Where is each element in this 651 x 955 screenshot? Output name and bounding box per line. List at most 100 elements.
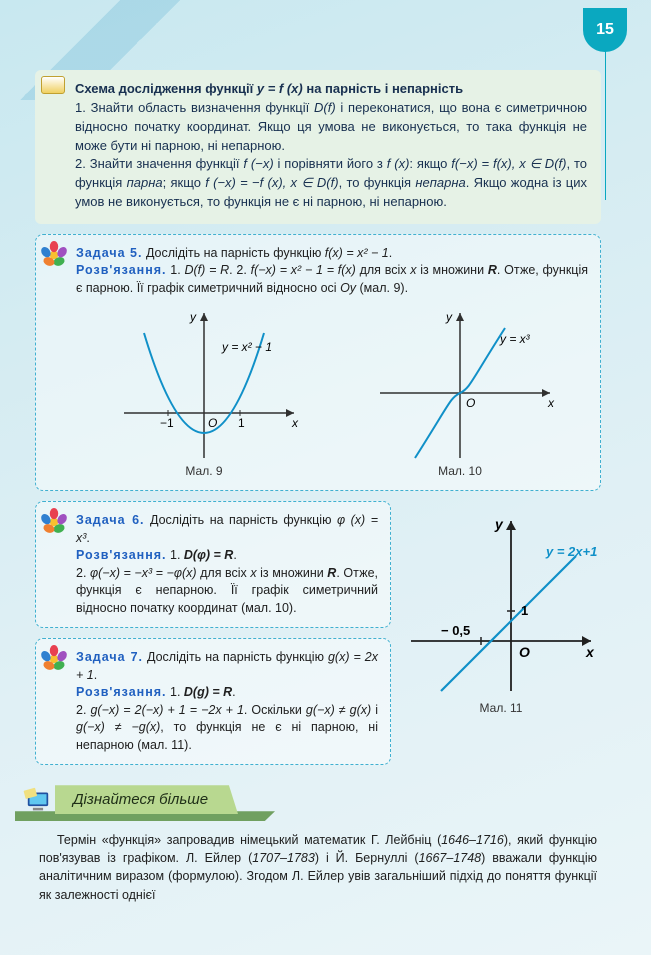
sol-label: Розв'язання.	[76, 548, 167, 562]
scheme-box: Схема дослідження функції y = f (x) на п…	[35, 70, 601, 224]
t: f(−x) = x² − 1 = f(x)	[251, 263, 356, 277]
t: (мал. 9).	[356, 281, 408, 295]
graph9-caption: Мал. 9	[104, 463, 304, 480]
svg-text:x: x	[291, 416, 299, 430]
sol-label: Розв'язання.	[76, 685, 167, 699]
task-6: Задача 6. Дослідіть на парність функцію …	[35, 501, 391, 628]
task7-text: Задача 7. Дослідіть на парність функцію …	[76, 649, 378, 684]
tasks-6-7-col: Задача 6. Дослідіть на парність функцію …	[35, 491, 391, 765]
svg-text:y: y	[445, 310, 453, 324]
tasks-6-7-row: Задача 6. Дослідіть на парність функцію …	[35, 491, 601, 765]
task-5: Задача 5. Дослідіть на парність функцію …	[35, 234, 601, 491]
t: 1707–1783	[252, 851, 315, 865]
decor-thread	[605, 50, 606, 200]
flower-icon	[40, 508, 68, 536]
scheme-title-formula: y = f (x)	[257, 81, 303, 96]
task-7: Задача 7. Дослідіть на парність функцію …	[35, 638, 391, 765]
t: Дослідіть на парність функцію	[145, 513, 337, 527]
t: f (−x) = −f (x), x ∈ D(f)	[205, 175, 338, 190]
t: D(f) = R	[184, 263, 229, 277]
task6-solution: Розв'язання. 1. D(φ) = R. 2. φ(−x) = −x³…	[76, 547, 378, 617]
svg-text:x: x	[585, 644, 595, 660]
lm-tab: Дізнайтеся більше	[55, 785, 238, 814]
svg-text:y: y	[494, 516, 504, 532]
graph10-label: y = x³	[499, 332, 531, 346]
graphs-row: x y O −1 1 y = x² − 1 Мал. 9	[76, 303, 588, 480]
learn-more-heading: Дізнайтеся більше	[15, 785, 601, 821]
t: . 2.	[229, 263, 250, 277]
svg-text:O: O	[466, 396, 475, 410]
t: .	[94, 668, 97, 682]
t: 1667–1748	[419, 851, 482, 865]
scheme-title-pre: Схема дослідження функції	[75, 81, 257, 96]
t: f (−x)	[243, 156, 273, 171]
t: Oy	[340, 281, 356, 295]
t: g(−x) ≠ −g(x)	[76, 720, 160, 734]
t: 1. Знайти область визначення функції	[75, 100, 314, 115]
t: парна	[127, 175, 163, 190]
graph10-caption: Мал. 10	[360, 463, 560, 480]
t: . Оскільки	[244, 703, 306, 717]
learn-more-label: Дізнайтеся більше	[73, 791, 208, 808]
task5-text: Задача 5. Дослідіть на парність функцію …	[76, 245, 588, 263]
t: ; якщо	[163, 175, 206, 190]
t: непарна	[415, 175, 465, 190]
t: 1.	[167, 548, 184, 562]
t: R	[488, 263, 497, 277]
t: 2.	[76, 703, 90, 717]
t: 1.	[167, 263, 185, 277]
scheme-line2: 2. Знайти значення функції f (−x) і порі…	[75, 155, 587, 212]
t: .	[86, 531, 89, 545]
graph-10: x y O y = x³ Мал. 10	[360, 303, 560, 480]
page-number: 15	[596, 21, 614, 39]
g11-xlabel: − 0,5	[441, 623, 470, 638]
t: f (x)	[387, 156, 410, 171]
t: Дослідіть на парність функцію	[143, 650, 328, 664]
label: Задача 7.	[76, 650, 143, 664]
graph-11: x y O y = 2x+1 1 − 0,5 Мал. 11	[401, 511, 601, 715]
g11-ymark: 1	[521, 603, 528, 618]
t: D(f)	[314, 100, 336, 115]
page-number-badge: 15	[583, 8, 627, 52]
t: D(g) = R	[184, 685, 232, 699]
t: 2. Знайти значення функції	[75, 156, 243, 171]
t: .	[232, 685, 235, 699]
t: .	[233, 548, 236, 562]
t: R	[327, 566, 336, 580]
t: g(−x) = 2(−x) + 1 = −2x + 1	[90, 703, 243, 717]
t: із множини	[417, 263, 488, 277]
t: D(φ) = R	[184, 548, 233, 562]
task6-text: Задача 6. Дослідіть на парність функцію …	[76, 512, 378, 547]
t: .	[389, 246, 392, 260]
t: f(x) = x² − 1	[325, 246, 389, 260]
bottom-paragraph: Термін «функція» запровадив німецький ма…	[35, 831, 601, 904]
flower-icon	[40, 645, 68, 673]
svg-text:y: y	[189, 310, 197, 324]
t: f(−x) = f(x), x ∈ D(f)	[451, 156, 566, 171]
t: 1.	[167, 685, 184, 699]
usb-icon	[41, 76, 65, 94]
t: , то функція	[339, 175, 416, 190]
svg-text:−1: −1	[160, 416, 174, 430]
sol-label: Розв'язання.	[76, 263, 167, 277]
graph11-caption: Мал. 11	[401, 701, 601, 715]
t: : якщо	[409, 156, 451, 171]
task5-label: Задача 5.	[76, 246, 142, 260]
task5-solution: Розв'язання. 1. D(f) = R. 2. f(−x) = x² …	[76, 262, 588, 297]
task7-solution: Розв'язання. 1. D(g) = R. 2. g(−x) = 2(−…	[76, 684, 378, 754]
graph9-label: y = x² − 1	[221, 340, 272, 354]
t: і порівняти його з	[274, 156, 387, 171]
t: для всіх	[356, 263, 410, 277]
svg-text:x: x	[547, 396, 555, 410]
t: 1646–1716	[441, 833, 504, 847]
graph11-label: y = 2x+1	[545, 544, 597, 559]
scheme-line1: 1. Знайти область визначення функції D(f…	[75, 99, 587, 156]
page-content: Схема дослідження функції y = f (x) на п…	[35, 70, 601, 904]
t: із множини	[257, 566, 328, 580]
t: Дослідіть на парність функцію	[142, 246, 324, 260]
t: 2.	[76, 566, 90, 580]
t: ) і Й. Бернуллі (	[315, 851, 419, 865]
svg-text:1: 1	[238, 416, 245, 430]
t: φ(−x) = −x³ = −φ(x)	[90, 566, 197, 580]
svg-text:O: O	[519, 644, 530, 660]
